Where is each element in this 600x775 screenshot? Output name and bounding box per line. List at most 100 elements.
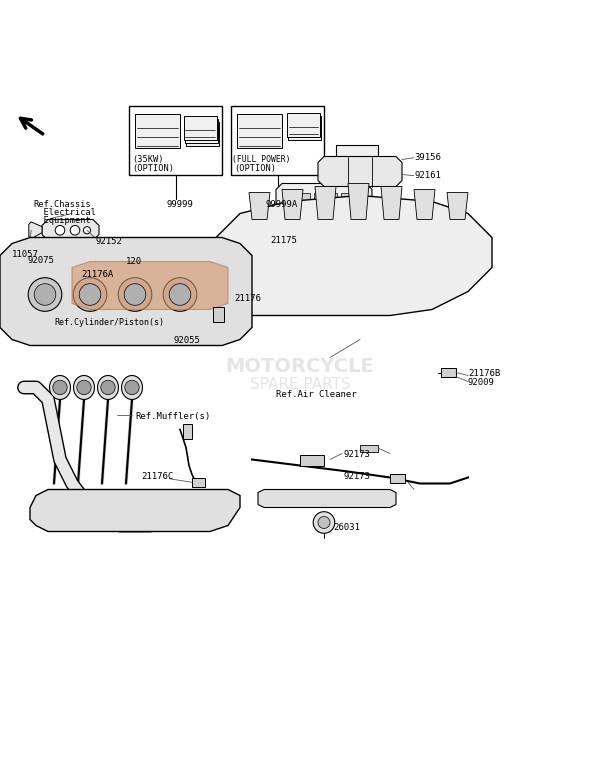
Polygon shape	[348, 184, 369, 219]
Circle shape	[313, 512, 335, 533]
Text: 92173: 92173	[343, 450, 370, 460]
Circle shape	[28, 277, 62, 312]
Bar	[345, 494, 360, 503]
Circle shape	[73, 277, 107, 312]
Text: 92009: 92009	[468, 378, 495, 388]
Polygon shape	[258, 490, 396, 508]
Text: (35KW): (35KW)	[132, 155, 163, 164]
Bar	[360, 445, 378, 452]
Text: (OPTION): (OPTION)	[234, 164, 276, 173]
Ellipse shape	[121, 376, 143, 399]
Text: Ref.Muffler(s): Ref.Muffler(s)	[135, 412, 210, 421]
Bar	[390, 474, 405, 484]
Polygon shape	[276, 184, 372, 216]
Bar	[301, 192, 310, 211]
Bar	[186, 122, 219, 146]
Polygon shape	[381, 187, 402, 219]
Text: Electrical: Electrical	[33, 208, 96, 217]
Text: Ref.Cylinder/Piston(s): Ref.Cylinder/Piston(s)	[54, 319, 164, 327]
Text: 21176A: 21176A	[81, 270, 113, 279]
Polygon shape	[210, 195, 492, 315]
Text: 92173: 92173	[343, 472, 370, 480]
Bar	[213, 306, 224, 322]
Bar	[129, 105, 222, 174]
Bar	[341, 192, 350, 211]
Circle shape	[34, 284, 56, 305]
Polygon shape	[30, 490, 240, 532]
Text: SPARE PARTS: SPARE PARTS	[250, 377, 350, 392]
Text: 120: 120	[126, 257, 142, 266]
Circle shape	[55, 226, 65, 235]
Polygon shape	[282, 190, 303, 219]
Bar	[98, 259, 115, 269]
Bar	[328, 192, 337, 211]
Circle shape	[74, 249, 82, 256]
Text: 39156: 39156	[414, 153, 441, 162]
Polygon shape	[447, 192, 468, 219]
Circle shape	[124, 284, 146, 305]
Text: (FULL POWER): (FULL POWER)	[232, 155, 291, 164]
Polygon shape	[414, 190, 435, 219]
Text: 21175: 21175	[270, 236, 297, 245]
Bar	[354, 192, 363, 211]
Bar	[287, 112, 320, 136]
Bar	[300, 455, 324, 466]
Bar	[77, 291, 110, 333]
Circle shape	[53, 381, 67, 394]
Text: Equipment: Equipment	[33, 215, 91, 225]
Text: MOTORCYCLE: MOTORCYCLE	[226, 357, 374, 376]
Text: 99999A: 99999A	[265, 200, 298, 209]
Circle shape	[101, 381, 115, 394]
Bar	[441, 367, 456, 377]
Circle shape	[79, 284, 101, 305]
Circle shape	[125, 381, 139, 394]
Circle shape	[318, 516, 330, 529]
Bar	[116, 291, 149, 333]
Bar	[185, 119, 218, 143]
Text: Ref.Air Cleaner: Ref.Air Cleaner	[276, 390, 356, 399]
Ellipse shape	[155, 269, 188, 314]
Text: 21176C: 21176C	[141, 472, 173, 480]
Text: 21176: 21176	[234, 294, 261, 303]
Text: 99999: 99999	[166, 200, 193, 209]
Text: Ref.Chassis: Ref.Chassis	[33, 200, 91, 209]
Bar	[384, 494, 390, 503]
Bar	[273, 494, 288, 503]
Text: 21176B: 21176B	[468, 369, 500, 377]
Polygon shape	[318, 157, 402, 187]
Bar	[288, 115, 321, 140]
Bar	[184, 115, 217, 140]
Text: 11057: 11057	[12, 250, 39, 259]
Bar	[155, 291, 188, 333]
Bar	[231, 105, 324, 174]
Text: 92161: 92161	[414, 171, 441, 181]
Bar	[183, 423, 192, 439]
Bar	[309, 494, 324, 503]
Polygon shape	[42, 219, 99, 240]
Bar	[237, 115, 282, 147]
Polygon shape	[29, 222, 42, 239]
Circle shape	[163, 277, 197, 312]
Polygon shape	[0, 237, 252, 346]
Ellipse shape	[115, 269, 149, 314]
Polygon shape	[249, 192, 270, 219]
Circle shape	[169, 284, 191, 305]
Circle shape	[70, 226, 80, 235]
Bar	[135, 115, 180, 147]
Circle shape	[83, 227, 91, 234]
Ellipse shape	[49, 376, 71, 399]
Text: (OPTION): (OPTION)	[132, 164, 174, 173]
Text: 92152: 92152	[96, 236, 123, 246]
Bar	[38, 291, 71, 333]
Ellipse shape	[74, 376, 95, 399]
Polygon shape	[315, 187, 336, 219]
Bar	[288, 192, 297, 211]
Bar	[192, 477, 205, 487]
Polygon shape	[72, 261, 228, 309]
Text: 92075: 92075	[27, 256, 54, 265]
Circle shape	[77, 381, 91, 394]
Bar	[336, 144, 378, 160]
Bar	[314, 192, 323, 211]
Ellipse shape	[77, 269, 110, 314]
Ellipse shape	[97, 376, 119, 399]
